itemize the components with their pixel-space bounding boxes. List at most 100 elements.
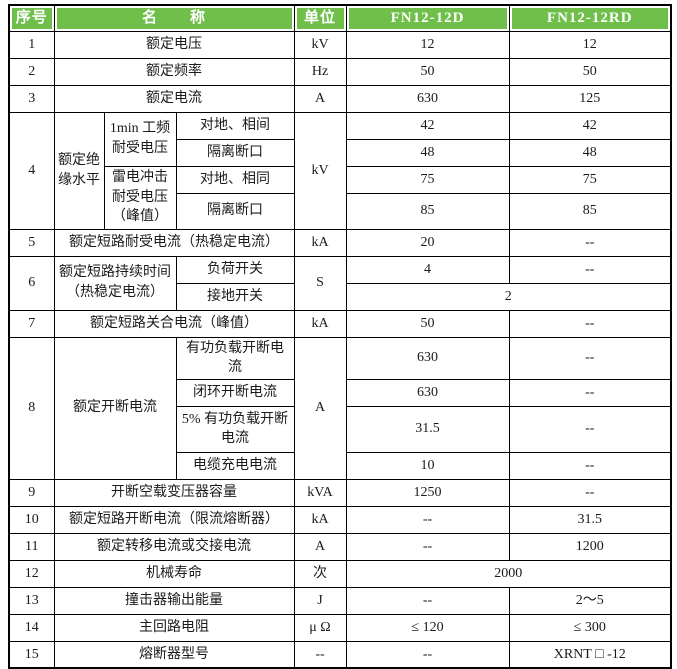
unit-cell: A (293, 336, 347, 480)
val-fn12-12rd-cell: -- (508, 378, 672, 407)
table-row: 雷电冲击耐受电压（峰值） 对地、相同 75 75 (9, 165, 672, 230)
seq-cell: 12 (8, 559, 55, 588)
name-cell: 额定电流 (53, 84, 295, 113)
unit-cell: μ Ω (293, 613, 347, 642)
val-fn12-12rd-cell: -- (508, 451, 672, 480)
unit-cell: kA (293, 228, 347, 257)
seq-cell: 14 (8, 613, 55, 642)
table-row: 闭环开断电流 630 -- (9, 378, 672, 407)
name-cell: 额定转移电流或交接电流 (53, 532, 295, 561)
val-fn12-12rd-cell: XRNT □ -12 (508, 640, 672, 669)
header-fn12-12d: FN12-12D (345, 4, 510, 32)
table-row: 8 额定开断电流 有功负载开断电流 A 630 -- (8, 336, 672, 480)
val-fn12-12rd-cell: 75 (508, 165, 672, 194)
val-fn12-12rd-cell: -- (508, 336, 672, 380)
val-fn12-12d-cell: 50 (345, 57, 510, 86)
val-fn12-12d-cell: 630 (345, 336, 510, 380)
unit-cell: kV (293, 111, 347, 230)
unit-cell: -- (293, 640, 347, 669)
val-fn12-12rd-cell: ≤ 300 (508, 613, 672, 642)
unit-cell: A (293, 532, 347, 561)
unit-cell: Hz (293, 57, 347, 86)
val-fn12-12rd-cell: 48 (508, 138, 672, 167)
name-cell: 开断空载变压器容量 (53, 478, 295, 507)
seq-cell: 6 (8, 255, 55, 311)
table-row: 隔离断口 85 85 (9, 192, 672, 230)
seq-cell: 1 (8, 30, 55, 59)
group-cell: 额定开断电流 (53, 336, 177, 480)
val-fn12-12rd-cell: 125 (508, 84, 672, 113)
condition-cell: 接地开关 (175, 282, 295, 311)
unit-cell: J (293, 586, 347, 615)
val-fn12-12d-cell: 50 (345, 309, 510, 338)
table-row: 5% 有功负载开断电流 31.5 -- (9, 405, 672, 453)
seq-cell: 13 (8, 586, 55, 615)
unit-cell: kV (293, 30, 347, 59)
val-fn12-12d-cell: 1250 (345, 478, 510, 507)
table-row: 5 额定短路耐受电流（热稳定电流） kA 20 -- (8, 228, 672, 257)
val-fn12-12rd-cell: -- (508, 405, 672, 453)
val-fn12-12rd-cell: 85 (508, 192, 672, 230)
val-fn12-12d-cell: 630 (345, 84, 510, 113)
condition-cell: 对地、相间 (175, 111, 295, 140)
val-fn12-12d-cell: 4 (345, 255, 510, 284)
condition-cell: 对地、相同 (175, 165, 295, 194)
condition-cell: 5% 有功负载开断电流 (175, 405, 295, 453)
table-row: 14 主回路电阻 μ Ω ≤ 120 ≤ 300 (8, 613, 672, 642)
unit-cell: kVA (293, 478, 347, 507)
seq-cell: 15 (8, 640, 55, 669)
table-row: 3 额定电流 A 630 125 (8, 84, 672, 113)
condition-cell: 隔离断口 (175, 192, 295, 230)
val-fn12-12d-cell: 12 (345, 30, 510, 59)
val-fn12-12d-cell: -- (345, 640, 510, 669)
unit-cell: S (293, 255, 347, 311)
spec-table: 序号 名 称 单位 FN12-12D FN12-12RD 1 额定电压 kV 1… (8, 4, 672, 669)
subgroup-cell: 雷电冲击耐受电压（峰值） (103, 165, 177, 230)
condition-cell: 负荷开关 (175, 255, 295, 284)
seq-cell: 3 (8, 84, 55, 113)
val-fn12-12d-cell: 42 (345, 111, 510, 140)
seq-cell: 4 (8, 111, 55, 230)
seq-cell: 8 (8, 336, 55, 480)
seq-cell: 7 (8, 309, 55, 338)
name-cell: 撞击器输出能量 (53, 586, 295, 615)
val-fn12-12rd-cell: 50 (508, 57, 672, 86)
val-fn12-12rd-cell: 12 (508, 30, 672, 59)
val-fn12-12rd-cell: -- (508, 309, 672, 338)
val-fn12-12d-cell: 630 (345, 378, 510, 407)
group-cell: 额定绝缘水平 (53, 111, 105, 230)
val-fn12-12rd-cell: 1200 (508, 532, 672, 561)
seq-cell: 5 (8, 228, 55, 257)
val-span-cell: 2 (345, 282, 672, 311)
name-cell: 主回路电阻 (53, 613, 295, 642)
val-fn12-12rd-cell: 2～5 (508, 586, 672, 615)
seq-cell: 10 (8, 505, 55, 534)
seq-cell: 9 (8, 478, 55, 507)
subgroup-cell: 1min 工频耐受电压 (103, 111, 177, 167)
table-row: 11 额定转移电流或交接电流 A -- 1200 (8, 532, 672, 561)
table-row: 10 额定短路开断电流（限流熔断器） kA -- 31.5 (8, 505, 672, 534)
table-row: 12 机械寿命 次 2000 (8, 559, 672, 588)
val-fn12-12d-cell: 10 (345, 451, 510, 480)
val-fn12-12rd-cell: 42 (508, 111, 672, 140)
val-span-cell: 2000 (345, 559, 672, 588)
val-fn12-12d-cell: 31.5 (345, 405, 510, 453)
unit-cell: 次 (293, 559, 347, 588)
unit-cell: kA (293, 309, 347, 338)
table-row: 6 额定短路持续时间（热稳定电流） 负荷开关 S 4 -- (8, 255, 672, 311)
header-seq: 序号 (8, 4, 55, 32)
group-cell: 额定短路持续时间（热稳定电流） (53, 255, 177, 311)
condition-cell: 有功负载开断电流 (175, 336, 295, 380)
condition-cell: 电缆充电电流 (175, 451, 295, 480)
table-row: 9 开断空载变压器容量 kVA 1250 -- (8, 478, 672, 507)
val-fn12-12rd-cell: 31.5 (508, 505, 672, 534)
name-cell: 额定短路关合电流（峰值） (53, 309, 295, 338)
seq-cell: 2 (8, 57, 55, 86)
header-row: 序号 名 称 单位 FN12-12D FN12-12RD (8, 4, 672, 32)
val-fn12-12d-cell: -- (345, 586, 510, 615)
condition-cell: 闭环开断电流 (175, 378, 295, 407)
val-fn12-12d-cell: 85 (345, 192, 510, 230)
val-fn12-12d-cell: 48 (345, 138, 510, 167)
val-fn12-12d-cell: 75 (345, 165, 510, 194)
name-cell: 机械寿命 (53, 559, 295, 588)
